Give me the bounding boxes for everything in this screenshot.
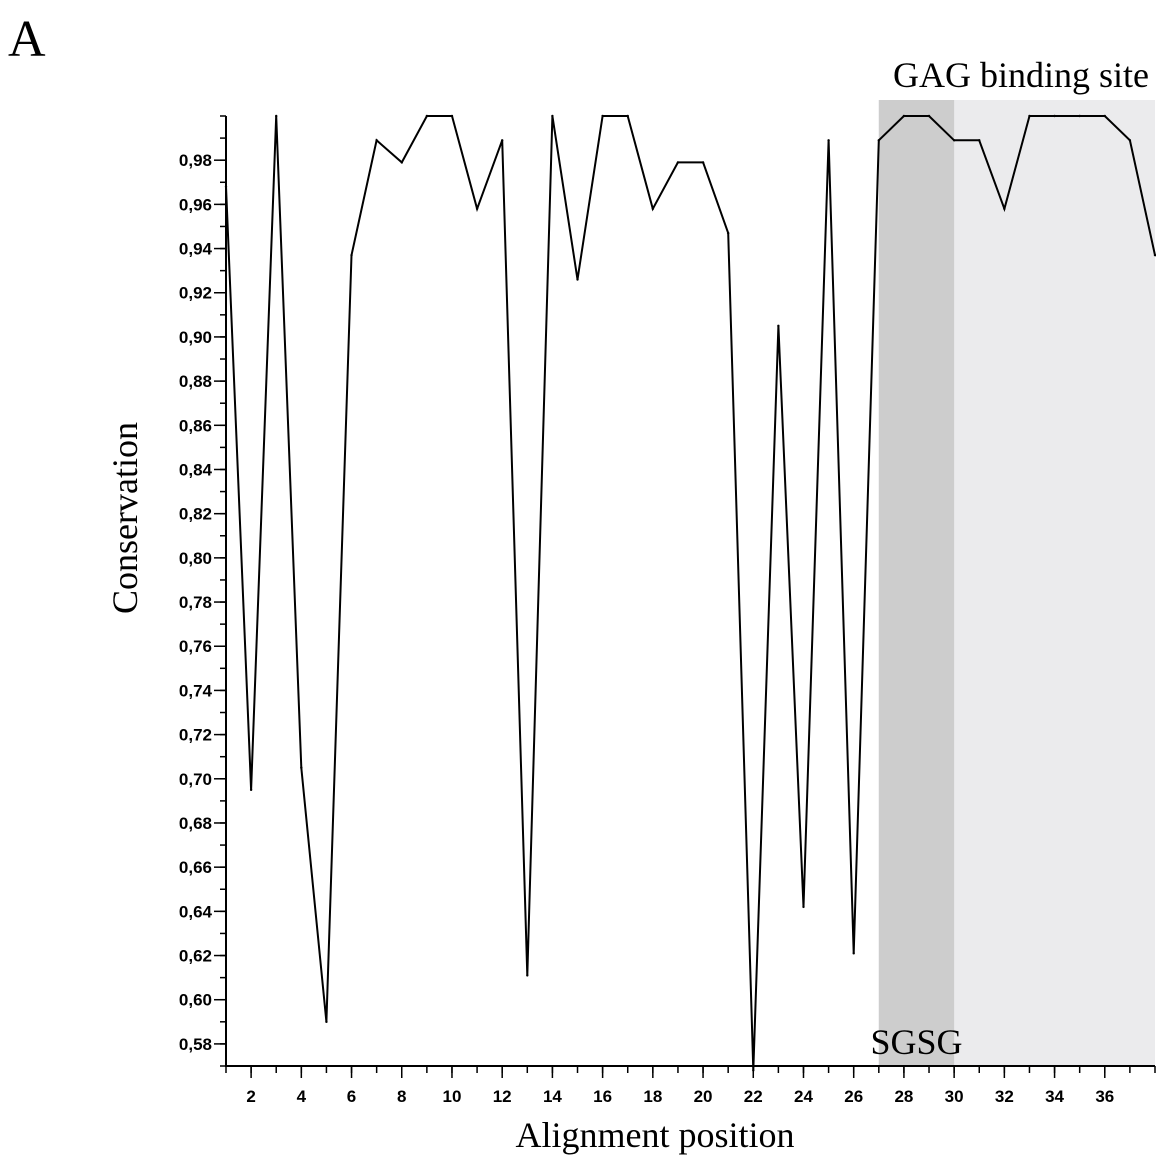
y-tick-label: 0,90 — [179, 328, 212, 347]
x-tick-label: 20 — [694, 1087, 713, 1106]
data-point-25 — [827, 139, 830, 142]
region-label-sgsg: SGSG — [870, 1022, 962, 1062]
y-tick-label: 0,92 — [179, 284, 212, 303]
data-point-16 — [601, 114, 604, 118]
data-point-13 — [526, 974, 529, 977]
data-point-2 — [249, 788, 253, 792]
data-point-37 — [1128, 139, 1132, 142]
y-tick-label: 0,62 — [179, 947, 212, 966]
y-tick-label: 0,70 — [179, 770, 212, 789]
y-tick-label: 0,84 — [179, 460, 213, 479]
data-point-5 — [325, 1020, 328, 1024]
y-tick-label: 0,86 — [179, 416, 212, 435]
data-point-24 — [802, 905, 805, 909]
data-point-3 — [275, 114, 278, 118]
x-tick-label: 6 — [347, 1087, 356, 1106]
y-tick-label: 0,74 — [179, 681, 213, 700]
y-tick-label: 0,98 — [179, 151, 212, 170]
data-point-10 — [450, 114, 454, 118]
data-point-27 — [877, 139, 881, 142]
axes: 0,58 0,60 0,62 0,64 0,66 0,68 0,70 0,72 0,74 0,76… — [179, 115, 1156, 1106]
data-point-35 — [1078, 114, 1081, 118]
data-point-30 — [952, 139, 956, 142]
data-point-29 — [927, 114, 931, 118]
data-point-19 — [676, 161, 680, 164]
data-point-15 — [576, 278, 579, 281]
y-axis-label: Conservation — [105, 422, 145, 614]
panel-label: A — [8, 11, 46, 68]
data-point-28 — [902, 114, 906, 118]
y-tick-label: 0,76 — [179, 637, 212, 656]
y-tick-label: 0,72 — [179, 726, 212, 745]
data-point-20 — [701, 161, 705, 164]
y-tick-label: 0,66 — [179, 858, 212, 877]
y-tick-label: 0,68 — [179, 814, 212, 833]
x-tick-label: 22 — [744, 1087, 763, 1106]
x-tick-label: 16 — [593, 1087, 612, 1106]
data-point-14 — [551, 114, 554, 118]
x-tick-label: 10 — [443, 1087, 462, 1106]
y-tick-label: 0,58 — [179, 1035, 212, 1054]
data-point-38 — [1153, 253, 1156, 257]
x-tick-label: 14 — [543, 1087, 562, 1106]
region-label-gag-binding-site: GAG binding site — [893, 55, 1149, 95]
x-tick-label: 4 — [297, 1087, 307, 1106]
data-point-34 — [1053, 114, 1056, 118]
data-point-31 — [978, 139, 981, 142]
data-point-9 — [425, 114, 429, 118]
x-tick-label: 36 — [1095, 1087, 1114, 1106]
y-tick-label: 0,80 — [179, 549, 212, 568]
data-point-36 — [1103, 114, 1106, 118]
x-tick-label: 2 — [246, 1087, 255, 1106]
highlight-regions: GAG binding site SGSG — [870, 55, 1155, 1066]
data-point-8 — [400, 161, 403, 164]
x-tick-label: 34 — [1045, 1087, 1064, 1106]
labels: A Alignment position Conservation — [8, 11, 795, 1155]
x-tick-label: 18 — [643, 1087, 662, 1106]
x-tick-label: 26 — [844, 1087, 863, 1106]
data-point-12 — [500, 139, 504, 142]
region-band-2 — [878, 100, 955, 1066]
data-point-26 — [852, 952, 855, 955]
series-line-1 — [225, 115, 1156, 1071]
data-point-33 — [1028, 114, 1031, 118]
data-point-7 — [375, 139, 378, 142]
x-tick-label: 8 — [397, 1087, 406, 1106]
data-point-17 — [626, 114, 629, 118]
y-tick-label: 0,96 — [179, 195, 212, 214]
data-point-6 — [350, 253, 353, 257]
y-tick-label: 0,60 — [179, 991, 212, 1010]
x-tick-label: 24 — [794, 1087, 813, 1106]
x-tick-label: 28 — [894, 1087, 913, 1106]
x-tick-label: 30 — [945, 1087, 964, 1106]
data-point-4 — [300, 766, 303, 769]
y-tick-label: 0,88 — [179, 372, 212, 391]
y-tick-label: 0,94 — [179, 240, 213, 259]
y-tick-label: 0,64 — [179, 902, 213, 921]
y-tick-label: 0,82 — [179, 505, 212, 524]
y-tick-label: 0,78 — [179, 593, 212, 612]
data-point-11 — [475, 207, 479, 210]
x-axis-label: Alignment position — [516, 1115, 795, 1155]
series-layer — [224, 114, 1156, 1072]
x-tick-label: 12 — [493, 1087, 512, 1106]
data-point-32 — [1003, 207, 1006, 210]
data-point-18 — [651, 207, 655, 210]
x-tick-label: 32 — [995, 1087, 1014, 1106]
data-point-21 — [726, 231, 730, 235]
data-point-23 — [777, 324, 780, 328]
